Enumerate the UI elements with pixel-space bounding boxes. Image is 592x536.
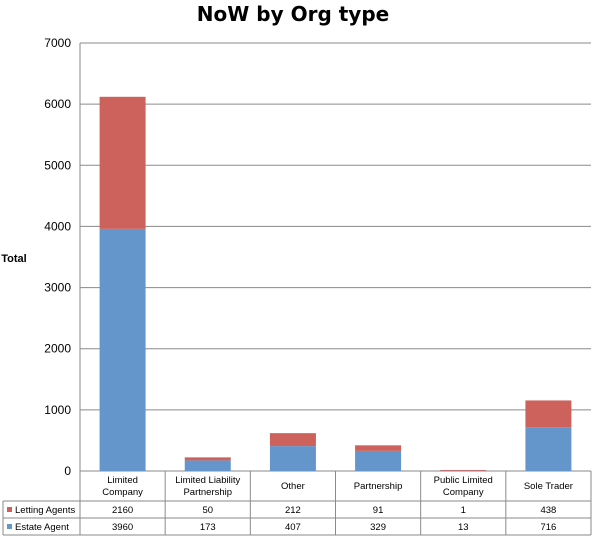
- bar-letting-agents: [269, 433, 316, 447]
- bar-letting-agents: [355, 445, 402, 451]
- y-tick-label: 3000: [44, 281, 71, 295]
- bar-estate-agent: [525, 427, 572, 471]
- data-table-value: 212: [285, 505, 301, 516]
- data-table-value: 13: [458, 522, 469, 533]
- y-tick-label: 7000: [44, 36, 71, 50]
- bar-estate-agent: [184, 460, 231, 471]
- legend-key-label: Estate Agent: [15, 522, 69, 533]
- data-table-value: 329: [370, 522, 386, 533]
- x-category-label: Limited: [107, 475, 138, 486]
- data-table-value: 1: [461, 505, 466, 516]
- data-table-value: 438: [540, 505, 556, 516]
- x-category-label: Partnership: [183, 487, 232, 498]
- y-tick-label: 1000: [44, 403, 71, 417]
- y-tick-label: 0: [64, 464, 71, 478]
- data-table-value: 50: [202, 505, 213, 516]
- y-tick-label: 5000: [44, 158, 71, 172]
- x-category-label: Company: [443, 487, 484, 498]
- legend-key-swatch: [7, 524, 12, 529]
- data-table-value: 407: [285, 522, 301, 533]
- legend-key-swatch: [7, 507, 12, 512]
- bar-letting-agents: [99, 96, 146, 229]
- x-category-label: Public Limited: [434, 475, 493, 486]
- y-tick-labels: 0 1000 2000 3000 4000 5000 6000 7000: [44, 36, 71, 478]
- data-table-value: 716: [540, 522, 556, 533]
- bar-estate-agent: [269, 446, 316, 471]
- y-tick-label: 6000: [44, 97, 71, 111]
- data-table-value: 91: [373, 505, 384, 516]
- bar-letting-agents: [184, 457, 231, 461]
- x-category-label: Limited Liability: [175, 475, 240, 486]
- x-category-label: Sole Trader: [524, 481, 573, 492]
- data-table-value: 3960: [112, 522, 133, 533]
- bars: [99, 96, 572, 472]
- y-tick-label: 4000: [44, 219, 71, 233]
- gridlines: [79, 42, 591, 472]
- bar-estate-agent: [99, 228, 146, 471]
- bar-estate-agent: [355, 450, 402, 471]
- chart-title: NoW by Org type: [197, 2, 389, 26]
- y-tick-label: 2000: [44, 342, 71, 356]
- x-category-label: Other: [281, 481, 305, 492]
- bar-letting-agents: [440, 470, 487, 471]
- legend-key-label: Letting Agents: [15, 505, 75, 516]
- data-table-value: 2160: [112, 505, 133, 516]
- bar-letting-agents: [525, 400, 572, 428]
- x-category-label: Partnership: [354, 481, 403, 492]
- data-table-value: 173: [200, 522, 216, 533]
- x-category-label: Company: [102, 487, 143, 498]
- y-axis-label: Total: [1, 253, 26, 265]
